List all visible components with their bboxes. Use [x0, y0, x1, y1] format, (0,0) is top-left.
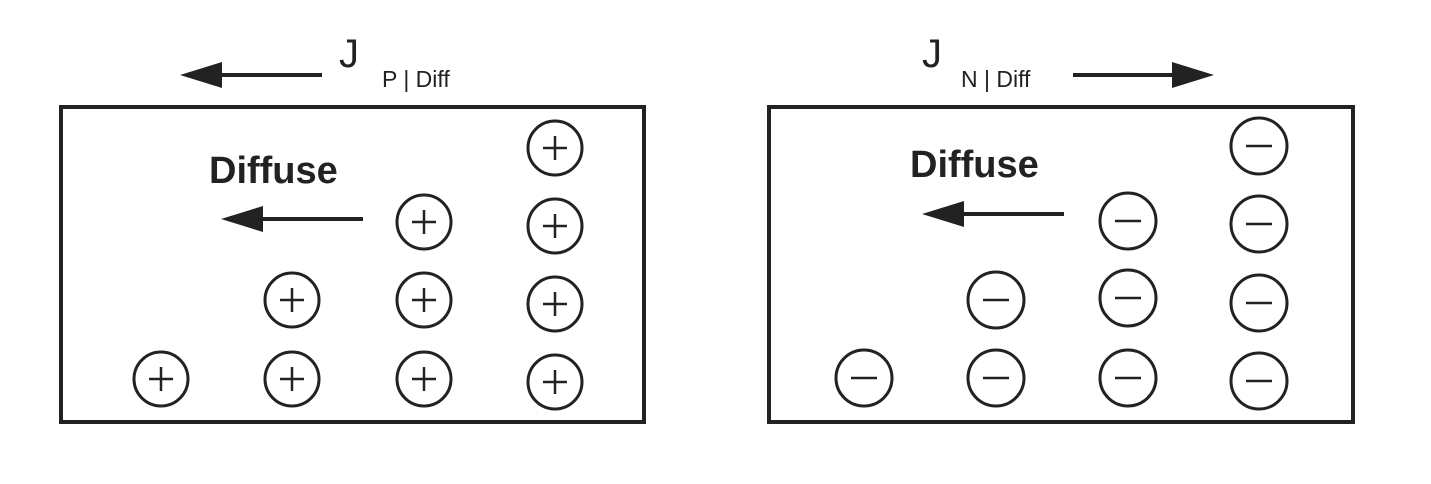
- electron-particle: [966, 270, 1026, 330]
- electron-flux-arrow: [1073, 62, 1214, 88]
- hole-particle: [526, 275, 584, 333]
- electron-particle: [1229, 194, 1289, 254]
- hole-particle: [526, 119, 584, 177]
- electron-particle: [1229, 116, 1289, 176]
- hole-particle: [526, 197, 584, 255]
- panel-holes: J P | Diff Diffuse: [59, 32, 646, 424]
- hole-diffuse-label: Diffuse: [209, 150, 338, 192]
- electron-region-box: [767, 105, 1355, 424]
- electron-flux-subscript: N | Diff: [961, 66, 1031, 92]
- electron-particle: [1098, 268, 1158, 328]
- electron-particles: [834, 116, 1289, 411]
- hole-diffuse-arrow: [221, 206, 363, 232]
- hole-particle: [526, 353, 584, 411]
- hole-region-box: [59, 105, 646, 424]
- hole-particle: [263, 350, 321, 408]
- electron-particle: [1098, 191, 1158, 251]
- hole-flux-symbol: J: [339, 32, 359, 76]
- electron-particle: [1229, 273, 1289, 333]
- hole-flux-arrow: [180, 62, 322, 88]
- electron-particle: [966, 348, 1026, 408]
- hole-particle: [395, 350, 453, 408]
- electron-flux-symbol: J: [922, 32, 942, 76]
- hole-particle: [132, 350, 190, 408]
- electron-particle: [834, 348, 894, 408]
- electron-diffuse-arrow: [922, 201, 1064, 227]
- electron-particle: [1229, 351, 1289, 411]
- hole-flux-subscript: P | Diff: [382, 66, 450, 92]
- electron-particle: [1098, 348, 1158, 408]
- hole-particle: [395, 193, 453, 251]
- hole-particle: [263, 271, 321, 329]
- hole-particle: [395, 271, 453, 329]
- hole-particles: [132, 119, 584, 411]
- panel-electrons: J N | Diff Diffuse: [767, 32, 1355, 424]
- electron-diffuse-label: Diffuse: [910, 144, 1039, 186]
